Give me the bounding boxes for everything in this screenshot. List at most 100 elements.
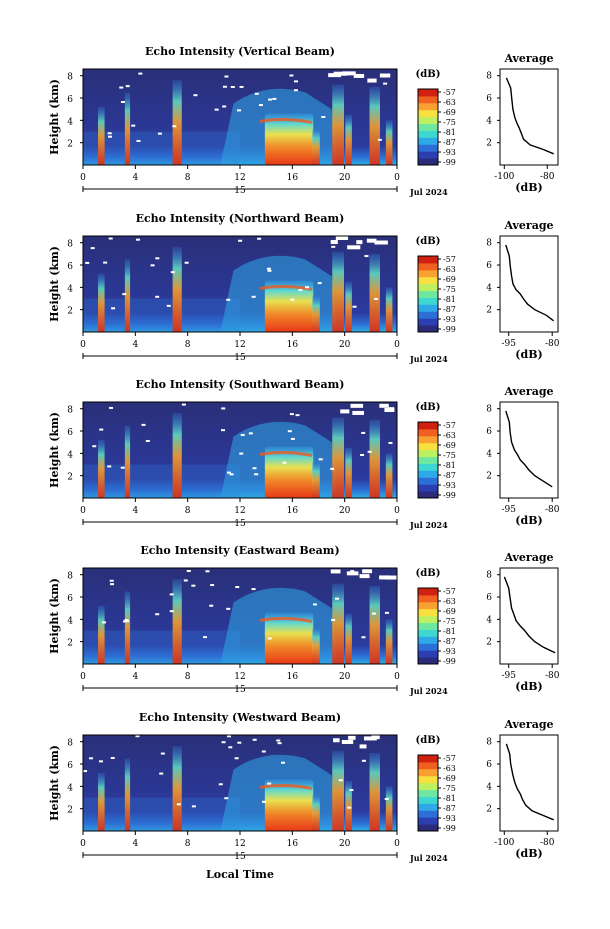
profile-y-tick-label: 2: [486, 638, 492, 648]
x-tick-label: 0: [80, 506, 86, 516]
x-tick-label: 20: [339, 839, 351, 849]
profile-y-tick-label: 6: [486, 760, 492, 770]
colorbar-tick-label: -93: [443, 814, 456, 823]
heatmap: [83, 69, 397, 165]
colorbar-tick-label: -69: [443, 108, 456, 117]
x-tick-label: 0: [394, 672, 400, 682]
profile-y-tick-label: 8: [486, 405, 492, 415]
profile-y-tick-label: 2: [486, 472, 492, 482]
colorbar-tick-label: -57: [443, 421, 456, 430]
colorbar-tick-label: -63: [443, 98, 456, 107]
y-tick-label: 6: [67, 95, 73, 105]
colorbar-tick-label: -81: [443, 794, 456, 803]
profile-y-tick-label: 6: [486, 94, 492, 104]
x-tick-label: 0: [80, 340, 86, 350]
x-tick-label: 16: [287, 839, 299, 849]
colorbar-tick-label: -63: [443, 431, 456, 440]
x-tick-label: 12: [234, 506, 245, 516]
colorbar-tick-label: -87: [443, 637, 456, 646]
x-tick-label: 4: [132, 839, 138, 849]
average-title: Average: [503, 219, 553, 232]
x-tick-label: 8: [185, 173, 191, 183]
colorbar-tick-label: -75: [443, 118, 456, 127]
profile-y-tick-label: 2: [486, 805, 492, 815]
x-tick-label: 16: [287, 672, 299, 682]
date-label: Jul 2024: [409, 354, 448, 364]
profile-x-tick-label: -80: [545, 505, 560, 515]
colorbar-tick-label: -75: [443, 617, 456, 626]
profile-y-tick-label: 8: [486, 571, 492, 581]
y-tick-label: 4: [67, 783, 73, 793]
average-profile-line: [505, 244, 555, 322]
average-xlabel: (dB): [515, 514, 542, 527]
colorbar-tick-label: -57: [443, 255, 456, 264]
profile-y-tick-label: 4: [486, 283, 492, 293]
panel-4: Echo Intensity (Eastward Beam) 2 4 6 8 Height…: [48, 544, 560, 696]
x-tick-label: 16: [287, 506, 299, 516]
y-axis-label: Height (km): [48, 745, 61, 821]
x-tick-label: 4: [132, 506, 138, 516]
heatmap: [83, 735, 397, 831]
x-tick-label: 8: [185, 839, 191, 849]
date-label: Jul 2024: [409, 686, 448, 696]
profile-x-tick-label: -100: [494, 838, 514, 848]
date-label: Jul 2024: [409, 520, 448, 530]
panel-title: Echo Intensity (Westward Beam): [139, 711, 341, 724]
x-tick-label: 0: [394, 173, 400, 183]
y-tick-label: 2: [67, 639, 73, 649]
profile-y-tick-label: 2: [486, 306, 492, 316]
profile-y-tick-label: 8: [486, 738, 492, 748]
x-tick-label: 12: [234, 173, 245, 183]
colorbar-tick-label: -63: [443, 265, 456, 274]
x-tick-label: 0: [80, 173, 86, 183]
colorbar-tick-label: -87: [443, 305, 456, 314]
y-axis-label: Height (km): [48, 412, 61, 488]
colorbar-tick-label: -69: [443, 441, 456, 450]
colorbar-tick-label: -57: [443, 587, 456, 596]
y-axis-label: Height (km): [48, 79, 61, 155]
x-tick-label: 8: [185, 506, 191, 516]
y-tick-label: 8: [67, 739, 73, 749]
y-tick-label: 6: [67, 761, 73, 771]
panel-title: Echo Intensity (Southward Beam): [136, 378, 345, 391]
colorbar-unit: (dB): [416, 236, 441, 247]
y-tick-label: 6: [67, 262, 73, 272]
average-title: Average: [503, 718, 553, 731]
x-tick-label: 12: [234, 340, 245, 350]
y-tick-label: 8: [67, 73, 73, 83]
profile-y-tick-label: 4: [486, 615, 492, 625]
x-tick-label: 8: [185, 340, 191, 350]
profile-x-tick-label: -80: [545, 671, 560, 681]
x-tick-label: 0: [394, 506, 400, 516]
y-axis-label: Height (km): [48, 578, 61, 654]
date-day-label: 15: [234, 852, 246, 862]
colorbar-tick-label: -93: [443, 481, 456, 490]
colorbar-tick-label: -57: [443, 88, 456, 97]
profile-x-tick-label: -100: [494, 172, 514, 182]
x-tick-label: 4: [132, 340, 138, 350]
colorbar-tick-label: -87: [443, 804, 456, 813]
profile-y-tick-label: 8: [486, 239, 492, 249]
x-tick-label: 4: [132, 173, 138, 183]
y-tick-label: 4: [67, 117, 73, 127]
colorbar-tick-label: -99: [443, 325, 456, 334]
x-tick-label: 8: [185, 672, 191, 682]
colorbar-tick-label: -57: [443, 754, 456, 763]
colorbar-unit: (dB): [416, 402, 441, 413]
colorbar-tick-label: -81: [443, 627, 456, 636]
colorbar-tick-label: -81: [443, 295, 456, 304]
profile-y-tick-label: 8: [486, 72, 492, 82]
profile-x-tick-label: -95: [501, 505, 516, 515]
x-tick-label: 16: [287, 340, 299, 350]
y-tick-label: 8: [67, 406, 73, 416]
profile-y-tick-label: 6: [486, 261, 492, 271]
x-tick-label: 4: [132, 672, 138, 682]
y-tick-label: 8: [67, 240, 73, 250]
colorbar-tick-label: -63: [443, 764, 456, 773]
panel-title: Echo Intensity (Northward Beam): [136, 212, 345, 225]
y-tick-label: 2: [67, 307, 73, 317]
heatmap: [83, 402, 397, 498]
average-profile-line: [505, 77, 554, 155]
panel-title: Echo Intensity (Eastward Beam): [140, 544, 339, 557]
profile-y-tick-label: 6: [486, 427, 492, 437]
